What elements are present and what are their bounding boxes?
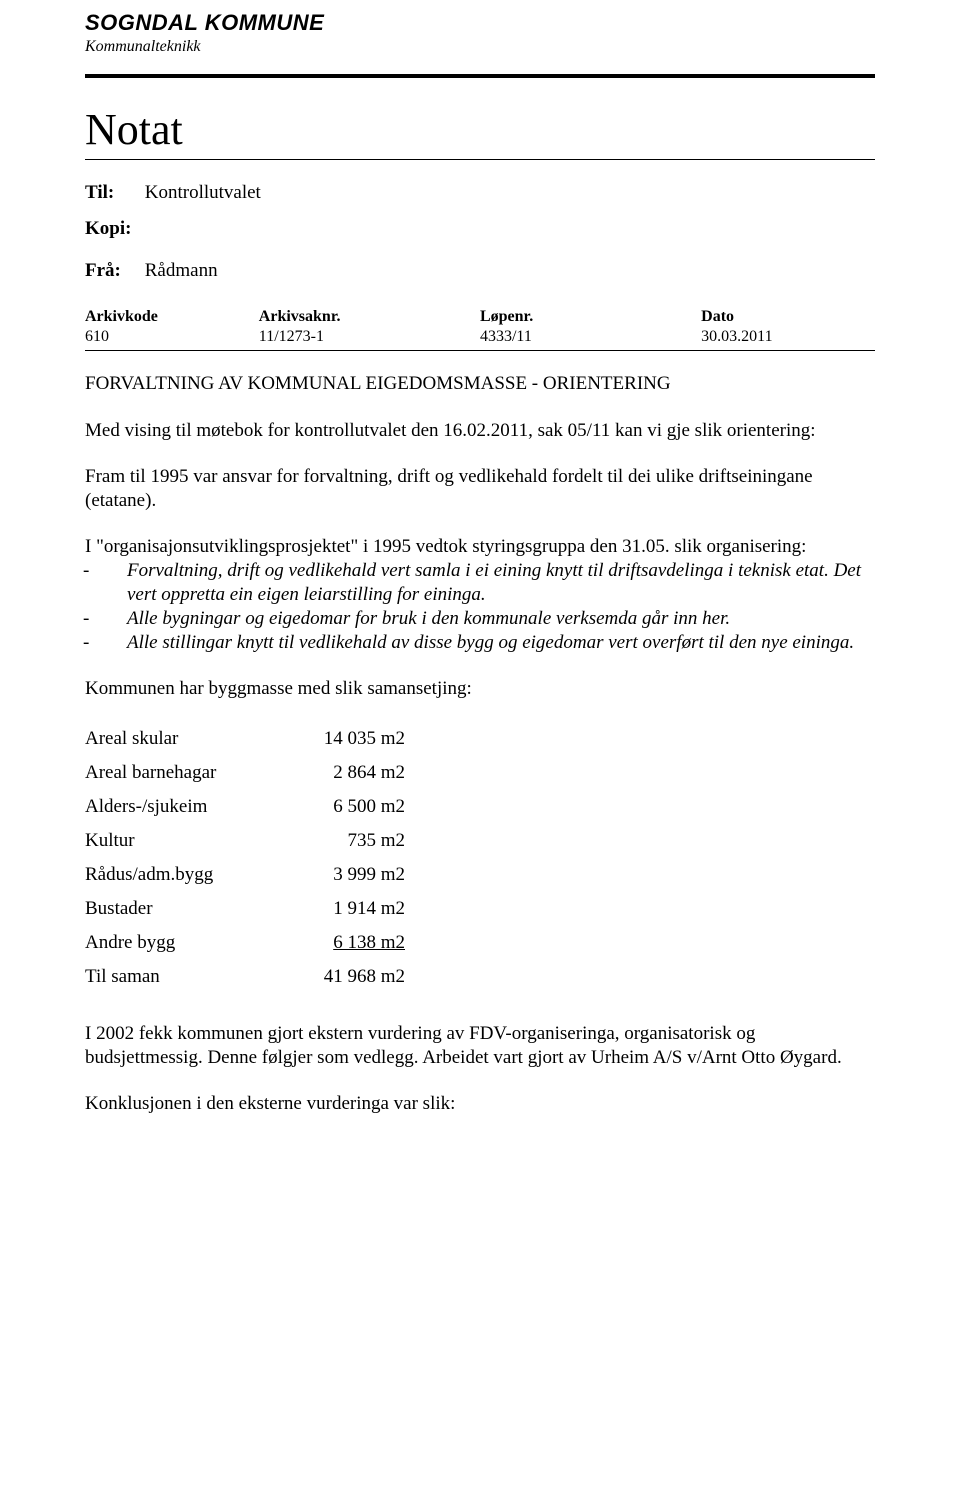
table-row: Areal barnehagar2 864 m2 (85, 756, 411, 790)
archive-rule (85, 350, 875, 351)
table-row: Andre bygg6 138 m2 (85, 926, 411, 960)
list-item: Alle bygningar og eigedomar for bruk i d… (85, 607, 875, 631)
closing-p2: Konklusjonen i den eksterne vurderinga v… (85, 1092, 875, 1116)
department-name: Kommunalteknikk (85, 38, 875, 56)
organization-name: SOGNDAL KOMMUNE (85, 10, 875, 36)
arkiv-h3: Dato (701, 308, 875, 328)
table-row: Alders-/sjukeim6 500 m2 (85, 790, 411, 824)
til-value: Kontrollutvalet (145, 182, 261, 203)
header-rule (85, 74, 875, 78)
subject-line: FORVALTNING AV KOMMUNAL EIGEDOMSMASSE - … (85, 373, 875, 395)
area-table: Areal skular14 035 m2 Areal barnehagar2 … (85, 722, 411, 994)
fra-label: Frå: (85, 260, 140, 282)
arkiv-h2: Løpenr. (480, 308, 701, 328)
arkiv-h0: Arkivkode (85, 308, 259, 328)
body-content: Med vising til møtebok for kontrollutval… (85, 419, 875, 1116)
table-row: Til saman41 968 m2 (85, 960, 411, 994)
arkiv-h1: Arkivsaknr. (259, 308, 480, 328)
til-label: Til: (85, 182, 140, 204)
table-row: Kultur735 m2 (85, 824, 411, 858)
document-page: SOGNDAL KOMMUNE Kommunalteknikk Notat Ti… (0, 0, 960, 1156)
paragraph-1: Med vising til møtebok for kontrollutval… (85, 419, 875, 443)
paragraph-3: I "organisajonsutviklingsprosjektet" i 1… (85, 535, 875, 559)
kopi-label: Kopi: (85, 218, 131, 239)
area-intro: Kommunen har byggmasse med slik samanset… (85, 677, 875, 701)
arkiv-v0: 610 (85, 328, 259, 346)
closing-p1: I 2002 fekk kommunen gjort ekstern vurde… (85, 1022, 875, 1070)
paragraph-2: Fram til 1995 var ansvar for forvaltning… (85, 465, 875, 513)
fra-value: Rådmann (145, 260, 218, 281)
arkiv-v1: 11/1273-1 (259, 328, 480, 346)
archive-table: Arkivkode Arkivsaknr. Løpenr. Dato 610 1… (85, 308, 875, 346)
arkiv-v3: 30.03.2011 (701, 328, 875, 346)
table-row: Rådus/adm.bygg3 999 m2 (85, 858, 411, 892)
document-title: Notat (85, 104, 875, 155)
list-item: Alle stillingar knytt til vedlikehald av… (85, 631, 875, 655)
title-rule (85, 159, 875, 160)
list-item: Forvaltning, drift og vedlikehald vert s… (85, 559, 875, 607)
bullet-list: Forvaltning, drift og vedlikehald vert s… (85, 559, 875, 655)
meta-block: Til: Kontrollutvalet Kopi: Frå: Rådmann (85, 182, 875, 282)
table-row: Bustader1 914 m2 (85, 892, 411, 926)
arkiv-v2: 4333/11 (480, 328, 701, 346)
org-header: SOGNDAL KOMMUNE Kommunalteknikk (85, 10, 875, 56)
table-row: Areal skular14 035 m2 (85, 722, 411, 756)
